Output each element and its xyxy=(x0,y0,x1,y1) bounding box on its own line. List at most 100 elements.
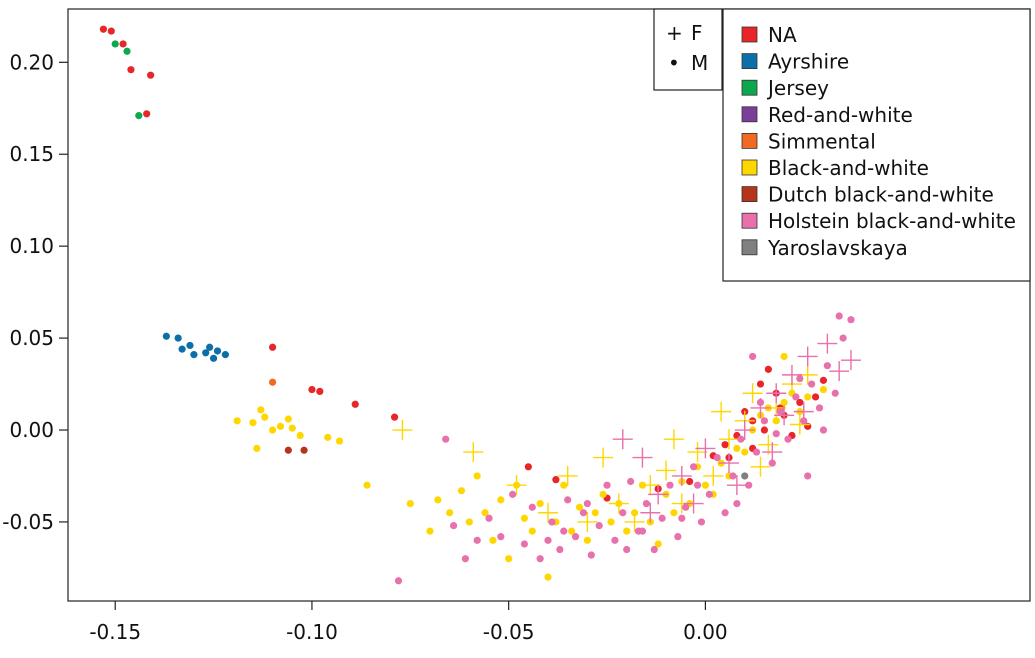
point-holstein-black-and-white-male xyxy=(485,514,493,522)
point-holstein-black-and-white-male xyxy=(449,522,458,530)
point-black-and-white-male xyxy=(733,444,741,453)
point-black-and-white-male xyxy=(335,437,344,445)
point-holstein-black-and-white-male xyxy=(509,490,517,498)
point-black-and-white-male xyxy=(268,426,277,434)
x-axis: -0.15 -0.10 -0.05 0.00 xyxy=(89,601,728,644)
x-tick-label: -0.10 xyxy=(286,620,338,644)
point-black-and-white-male xyxy=(505,555,513,563)
point-holstein-black-and-white-female xyxy=(797,346,818,367)
point-na-male xyxy=(147,71,155,79)
point-holstein-black-and-white-male xyxy=(528,503,536,511)
point-black-and-white-female xyxy=(640,475,661,496)
point-holstein-black-and-white-female xyxy=(734,420,755,441)
point-black-and-white-female xyxy=(506,475,527,496)
legend-label-dutch-black-and-white: Dutch black-and-white xyxy=(768,183,994,207)
point-holstein-black-and-white-male xyxy=(733,499,741,508)
legend-swatch-holstein-black-and-white xyxy=(741,212,758,229)
legend-swatch-jersey xyxy=(741,79,758,96)
point-black-and-white-male xyxy=(457,487,466,495)
point-holstein-black-and-white-male xyxy=(473,536,481,544)
point-holstein-black-and-white-female xyxy=(671,465,692,486)
y-tick-label: 0.00 xyxy=(9,418,54,442)
x-tick-label: 0.00 xyxy=(683,620,728,644)
point-black-and-white-female xyxy=(392,420,413,441)
point-holstein-black-and-white-male xyxy=(776,408,784,416)
point-holstein-black-and-white-male xyxy=(819,426,828,434)
point-holstein-black-and-white-male xyxy=(650,545,658,554)
point-black-and-white-male xyxy=(520,514,529,522)
point-holstein-black-and-white-male xyxy=(587,551,595,559)
legend-swatch-black-and-white xyxy=(741,159,758,176)
point-holstein-black-and-white-female xyxy=(793,401,814,422)
point-holstein-black-and-white-male xyxy=(674,533,682,541)
point-holstein-black-and-white-female xyxy=(750,397,771,418)
point-holstein-black-and-white-female xyxy=(683,493,704,514)
point-black-and-white-male xyxy=(591,509,599,517)
point-black-and-white-male xyxy=(489,536,497,544)
y-tick-label: 0.05 xyxy=(9,326,54,350)
point-holstein-black-and-white-male xyxy=(729,472,737,480)
point-black-and-white-male xyxy=(599,490,607,498)
point-holstein-black-and-white-male xyxy=(497,533,505,541)
point-holstein-black-and-white-male xyxy=(784,435,792,443)
point-black-and-white-female xyxy=(463,442,484,463)
point-holstein-black-and-white-female xyxy=(640,502,661,523)
point-holstein-black-and-white-male xyxy=(579,509,588,517)
point-na-male xyxy=(552,476,560,484)
point-black-and-white-male xyxy=(819,385,828,394)
point-holstein-black-and-white-male xyxy=(619,509,627,517)
point-holstein-black-and-white-male xyxy=(697,518,706,526)
point-na-male xyxy=(99,25,108,33)
legend-label-red-and-white: Red-and-white xyxy=(768,103,913,127)
legend-label-black-and-white: Black-and-white xyxy=(768,156,929,180)
point-holstein-black-and-white-male xyxy=(642,499,650,508)
point-holstein-black-and-white-male xyxy=(705,490,713,498)
data-points xyxy=(99,25,861,585)
point-black-and-white-male xyxy=(568,527,576,535)
point-holstein-black-and-white-male xyxy=(442,435,450,443)
point-black-and-white-male xyxy=(249,419,257,427)
point-holstein-black-and-white-male xyxy=(823,362,831,370)
point-black-and-white-male xyxy=(804,393,812,401)
point-holstein-black-and-white-male xyxy=(682,503,690,511)
y-tick-label: 0.15 xyxy=(9,142,54,166)
point-black-and-white-male xyxy=(233,417,241,425)
point-black-and-white-male xyxy=(575,503,584,511)
point-holstein-black-and-white-female xyxy=(762,442,783,463)
point-holstein-black-and-white-female xyxy=(695,438,716,459)
sex-legend: + F • M xyxy=(653,8,723,91)
point-holstein-black-and-white-female xyxy=(781,364,802,385)
point-holstein-black-and-white-male xyxy=(658,514,666,522)
point-holstein-black-and-white-male xyxy=(595,522,603,530)
point-ayrshire-male xyxy=(186,341,194,350)
point-holstein-black-and-white-male xyxy=(752,448,761,456)
point-ayrshire-male xyxy=(190,351,198,359)
point-holstein-black-and-white-male xyxy=(713,453,721,462)
point-ayrshire-male xyxy=(162,332,170,340)
point-black-and-white-male xyxy=(741,448,749,456)
point-black-and-white-male xyxy=(536,499,544,508)
point-na-male xyxy=(308,385,316,394)
legend-label-jersey: Jersey xyxy=(766,76,829,100)
sex-legend-box xyxy=(653,8,723,91)
legend-swatch-na xyxy=(741,26,758,43)
point-black-and-white-male xyxy=(446,509,454,517)
point-black-and-white-female xyxy=(742,383,763,404)
point-black-and-white-male xyxy=(528,527,536,535)
point-ayrshire-male xyxy=(178,345,186,353)
point-yaroslavskaya-male xyxy=(741,472,749,480)
point-holstein-black-and-white-male xyxy=(792,393,800,401)
point-holstein-black-and-white-female xyxy=(829,361,850,382)
point-holstein-black-and-white-female xyxy=(774,405,795,426)
point-na-male xyxy=(127,66,135,74)
legend-swatch-red-and-white xyxy=(741,106,758,123)
point-holstein-black-and-white-male xyxy=(560,527,568,535)
x-tick-label: -0.15 xyxy=(89,620,141,644)
point-holstein-black-and-white-male xyxy=(796,374,804,383)
point-holstein-black-and-white-male xyxy=(611,536,619,544)
point-black-and-white-male xyxy=(465,518,473,526)
sex-legend-symbol-f: + xyxy=(666,21,683,45)
point-black-and-white-male xyxy=(583,536,591,544)
point-black-and-white-male xyxy=(434,496,442,504)
